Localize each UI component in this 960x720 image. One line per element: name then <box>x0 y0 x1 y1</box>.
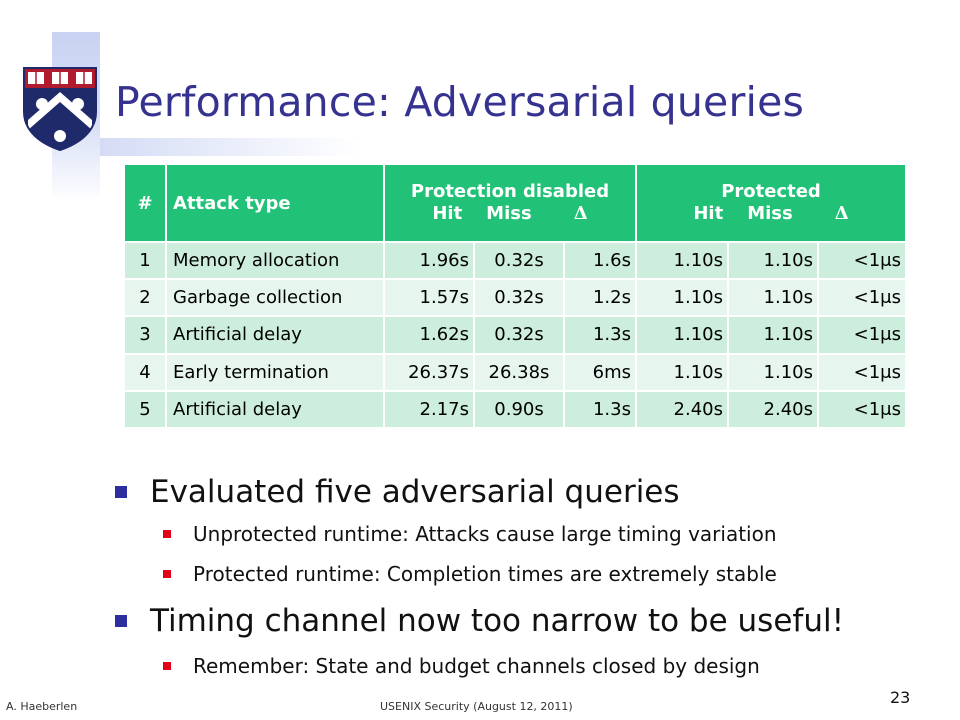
cell-protected-delta: <1μs <box>816 240 908 281</box>
cell-attack-type: Memory allocation <box>165 240 385 281</box>
sub-bullet-item: Remember: State and budget channels clos… <box>163 648 935 684</box>
header-protection-disabled: Protection disabled Hit Miss Δ <box>383 163 637 243</box>
cell-protected-hit: 2.40s <box>635 389 729 430</box>
cell-disabled-miss: 0.32s <box>473 278 565 318</box>
cell-num: 1 <box>123 240 167 281</box>
table-row: 3 Artificial delay 1.62s 0.32s 1.3s 1.10… <box>123 315 908 355</box>
bullet-text: Timing channel now too narrow to be usef… <box>150 603 845 639</box>
cell-disabled-hit: 26.37s <box>383 352 475 392</box>
cell-num: 2 <box>123 278 167 318</box>
cell-disabled-miss: 26.38s <box>473 352 565 392</box>
table-header-row: # Attack type Protection disabled Hit Mi… <box>123 163 908 243</box>
table-row: 4 Early termination 26.37s 26.38s 6ms 1.… <box>123 352 908 392</box>
red-square-bullet-icon <box>163 570 171 578</box>
cell-protected-miss: 2.40s <box>727 389 819 430</box>
cell-protected-hit: 1.10s <box>635 352 729 392</box>
footer-author: A. Haeberlen <box>6 700 78 713</box>
cell-attack-type: Garbage collection <box>165 278 385 318</box>
header-disabled-hit: Hit <box>432 203 463 224</box>
header-protected-miss: Miss <box>747 203 793 224</box>
cell-disabled-hit: 1.57s <box>383 278 475 318</box>
blue-square-bullet-icon <box>115 615 127 627</box>
red-square-bullet-icon <box>163 530 171 538</box>
header-disabled-delta: Δ <box>573 203 588 224</box>
table-row: 2 Garbage collection 1.57s 0.32s 1.2s 1.… <box>123 278 908 318</box>
performance-table: # Attack type Protection disabled Hit Mi… <box>123 163 908 430</box>
cell-attack-type: Early termination <box>165 352 385 392</box>
sub-bullet-item: Unprotected runtime: Attacks cause large… <box>163 514 935 554</box>
cell-attack-type: Artificial delay <box>165 389 385 430</box>
cell-disabled-miss: 0.32s <box>473 315 565 355</box>
header-group-disabled-label: Protection disabled <box>410 181 610 202</box>
cell-disabled-delta: 6ms <box>563 352 637 392</box>
cell-protected-miss: 1.10s <box>727 352 819 392</box>
bullet-item: Evaluated five adversarial queries <box>115 470 935 514</box>
header-protected-delta: Δ <box>834 203 849 224</box>
sub-bullet-text: Unprotected runtime: Attacks cause large… <box>193 522 777 546</box>
bullet-list: Evaluated five adversarial queries Unpro… <box>115 470 935 684</box>
cell-disabled-hit: 1.62s <box>383 315 475 355</box>
table-row: 5 Artificial delay 2.17s 0.90s 1.3s 2.40… <box>123 389 908 430</box>
cell-disabled-hit: 1.96s <box>383 240 475 281</box>
cell-protected-delta: <1μs <box>816 389 908 430</box>
slide-title: Performance: Adversarial queries <box>115 78 805 126</box>
cell-protected-hit: 1.10s <box>635 240 729 281</box>
cell-protected-delta: <1μs <box>816 352 908 392</box>
cell-num: 3 <box>123 315 167 355</box>
header-group-protected-label: Protected <box>721 181 821 202</box>
sub-bullet-text: Protected runtime: Completion times are … <box>193 562 777 586</box>
decorative-horizontal-bar <box>100 138 360 156</box>
header-protected-hit: Hit <box>693 203 724 224</box>
header-protected: Protected Hit Miss Δ <box>634 163 908 243</box>
cell-disabled-hit: 2.17s <box>383 389 475 430</box>
cell-disabled-delta: 1.3s <box>563 315 637 355</box>
cell-disabled-delta: 1.6s <box>563 240 637 281</box>
sub-bullet-item: Protected runtime: Completion times are … <box>163 554 935 594</box>
header-disabled-miss: Miss <box>486 203 532 224</box>
university-shield-icon <box>23 67 97 152</box>
cell-protected-miss: 1.10s <box>727 240 819 281</box>
cell-protected-hit: 1.10s <box>635 315 729 355</box>
header-num: # <box>123 163 167 243</box>
cell-disabled-delta: 1.2s <box>563 278 637 318</box>
table-row: 1 Memory allocation 1.96s 0.32s 1.6s 1.1… <box>123 240 908 281</box>
red-square-bullet-icon <box>163 662 171 670</box>
cell-protected-hit: 1.10s <box>635 278 729 318</box>
page-number: 23 <box>890 688 911 707</box>
bullet-item: Timing channel now too narrow to be usef… <box>115 594 935 648</box>
cell-num: 4 <box>123 352 167 392</box>
cell-disabled-miss: 0.32s <box>473 240 565 281</box>
sub-bullet-text: Remember: State and budget channels clos… <box>193 654 760 678</box>
cell-protected-delta: <1μs <box>816 278 908 318</box>
blue-square-bullet-icon <box>115 486 127 498</box>
footer-venue: USENIX Security (August 12, 2011) <box>380 700 573 713</box>
cell-protected-miss: 1.10s <box>727 278 819 318</box>
header-attack-type: Attack type <box>165 163 385 243</box>
cell-num: 5 <box>123 389 167 430</box>
bullet-text: Evaluated five adversarial queries <box>150 474 680 510</box>
cell-disabled-miss: 0.90s <box>473 389 565 430</box>
cell-protected-delta: <1μs <box>816 315 908 355</box>
cell-disabled-delta: 1.3s <box>563 389 637 430</box>
cell-protected-miss: 1.10s <box>727 315 819 355</box>
cell-attack-type: Artificial delay <box>165 315 385 355</box>
